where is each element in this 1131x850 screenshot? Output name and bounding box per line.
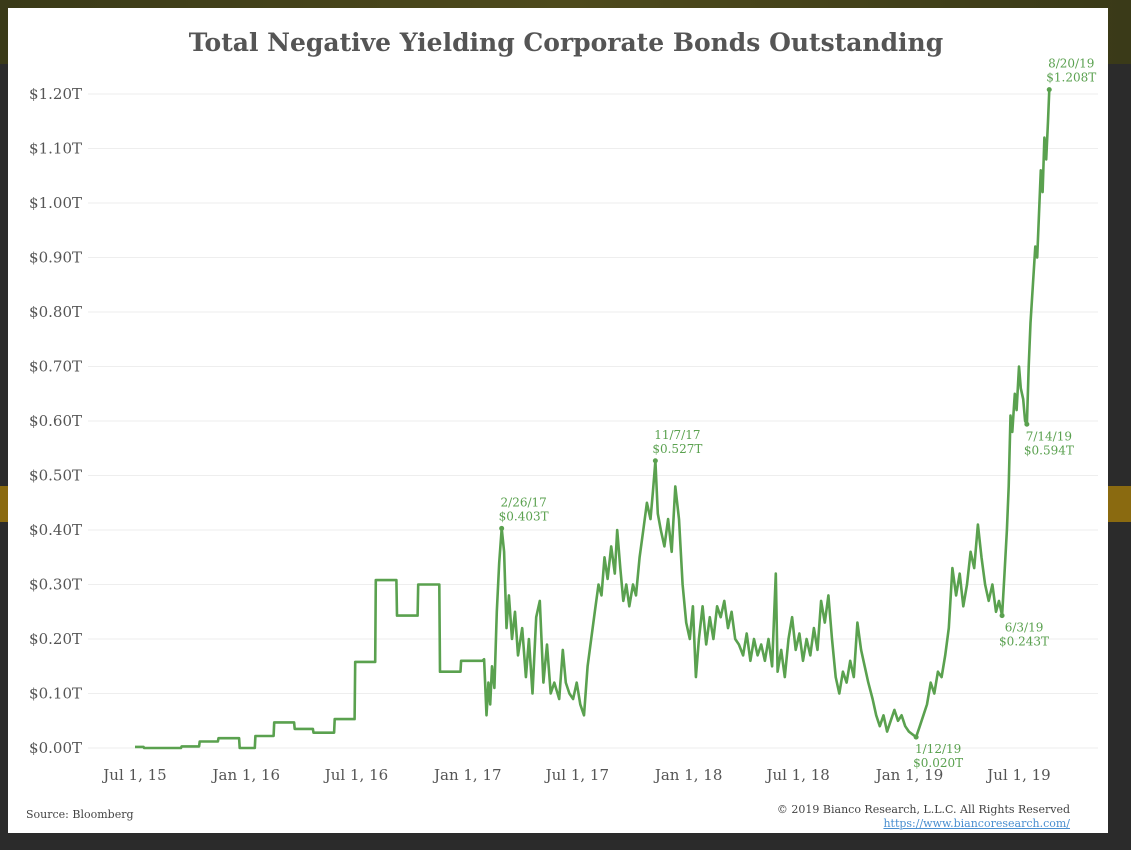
annotation-date: 6/3/19 bbox=[1005, 621, 1044, 635]
x-tick-label: Jul 1, 15 bbox=[101, 766, 166, 784]
x-tick-label: Jul 1, 16 bbox=[323, 766, 388, 784]
x-tick-label: Jan 1, 19 bbox=[874, 766, 944, 784]
annotation-date: 8/20/19 bbox=[1048, 57, 1094, 71]
y-tick-label: $0.30T bbox=[29, 576, 82, 594]
chart-card: Total Negative Yielding Corporate Bonds … bbox=[8, 8, 1108, 833]
annotation-value: $0.020T bbox=[913, 756, 963, 770]
y-tick-label: $0.10T bbox=[29, 685, 82, 703]
annotation-date: 11/7/17 bbox=[654, 428, 700, 442]
annotation-value: $0.527T bbox=[652, 442, 702, 456]
y-tick-label: $0.60T bbox=[29, 412, 82, 430]
website-link[interactable]: https://www.biancoresearch.com/ bbox=[883, 817, 1070, 830]
chart-title: Total Negative Yielding Corporate Bonds … bbox=[188, 28, 944, 57]
x-tick-label: Jan 1, 17 bbox=[432, 766, 502, 784]
annotation-date: 1/12/19 bbox=[915, 742, 961, 756]
annotation-point bbox=[1024, 421, 1030, 427]
line-chart: $0.00T $0.10T $0.20T $0.30T $0.40T $0.50T $0.6… bbox=[29, 57, 1098, 784]
annotation-value: $0.243T bbox=[999, 635, 1049, 649]
y-tick-label: $0.90T bbox=[29, 249, 82, 267]
y-tick-label: $0.50T bbox=[29, 467, 82, 485]
y-tick-label: $0.80T bbox=[29, 303, 82, 321]
annotation-value: $0.403T bbox=[499, 509, 549, 523]
annotation-point bbox=[999, 613, 1005, 619]
annotation-point bbox=[1046, 87, 1052, 93]
annotation-value: $0.594T bbox=[1024, 443, 1074, 457]
x-tick-label: Jul 1, 17 bbox=[544, 766, 609, 784]
y-tick-label: $1.10T bbox=[29, 140, 82, 158]
copyright-text: © 2019 Bianco Research, L.L.C. All Right… bbox=[776, 803, 1070, 816]
source-note: Source: Bloomberg bbox=[26, 808, 134, 821]
y-tick-label: $0.20T bbox=[29, 630, 82, 648]
x-tick-label: Jul 1, 19 bbox=[985, 766, 1050, 784]
annotation-date: 2/26/17 bbox=[501, 495, 547, 509]
annotation-point bbox=[652, 458, 658, 464]
annotation-date: 7/14/19 bbox=[1026, 429, 1072, 443]
annotation-value: $1.208T bbox=[1046, 71, 1096, 85]
annotation-point bbox=[913, 734, 919, 740]
y-tick-label: $1.00T bbox=[29, 194, 82, 212]
x-tick-label: Jan 1, 16 bbox=[211, 766, 281, 784]
annotation-point bbox=[499, 525, 505, 531]
x-tick-label: Jul 1, 18 bbox=[764, 766, 829, 784]
y-tick-label: $0.40T bbox=[29, 521, 82, 539]
y-tick-label: $1.20T bbox=[29, 85, 82, 103]
copyright-block: © 2019 Bianco Research, L.L.C. All Right… bbox=[777, 803, 1070, 831]
y-tick-label: $0.70T bbox=[29, 358, 82, 376]
series-line bbox=[135, 89, 1051, 750]
y-tick-label: $0.00T bbox=[29, 739, 82, 757]
x-tick-label: Jan 1, 18 bbox=[653, 766, 723, 784]
